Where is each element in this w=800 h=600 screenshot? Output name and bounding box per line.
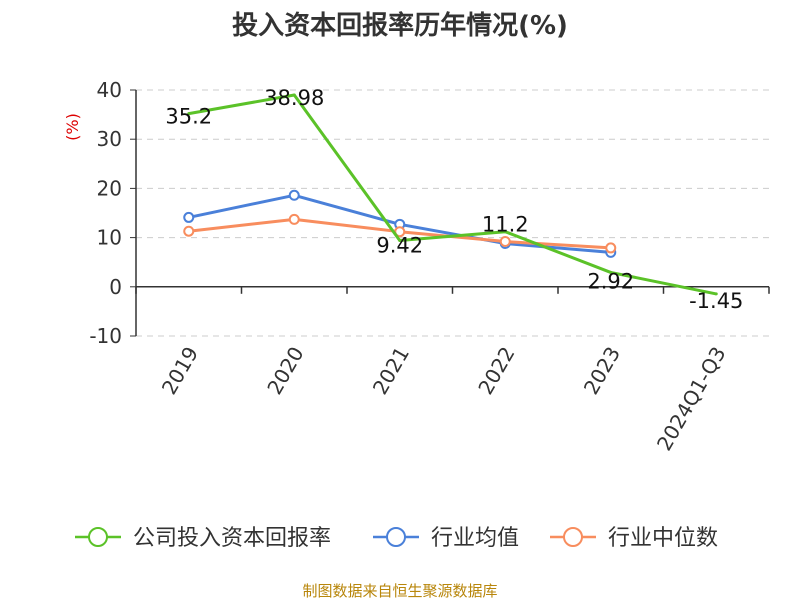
x-tick-label: 2024Q1-Q3 xyxy=(652,343,731,455)
legend-label: 行业均值 xyxy=(431,526,519,551)
legend-swatch-marker xyxy=(563,527,583,547)
y-tick-label: 0 xyxy=(109,275,122,299)
series-point xyxy=(398,238,402,242)
data-label: 38.98 xyxy=(264,86,324,110)
y-tick-label: 30 xyxy=(97,127,122,151)
series-point xyxy=(187,112,191,116)
chart-title: 投入资本回报率历年情况(%) xyxy=(232,10,568,41)
y-tick-label: 10 xyxy=(97,226,122,250)
x-tick-label: 2021 xyxy=(368,343,414,399)
series-point xyxy=(503,230,507,234)
legend-swatch-marker xyxy=(386,527,406,547)
y-axis-unit: (%) xyxy=(63,113,82,141)
legend-swatch-marker xyxy=(88,527,108,547)
y-tick-label: -10 xyxy=(89,324,122,348)
series-point xyxy=(183,211,195,223)
series-point xyxy=(183,225,195,237)
x-tick-label: 2020 xyxy=(262,343,308,399)
series-point xyxy=(288,189,300,201)
data-label: 11.2 xyxy=(482,213,529,237)
x-tick-label: 2022 xyxy=(473,343,519,399)
data-label: 35.2 xyxy=(165,105,212,129)
series-point xyxy=(714,292,718,296)
y-tick-label: 20 xyxy=(97,176,122,200)
data-label: 9.42 xyxy=(376,233,423,257)
data-label: -1.45 xyxy=(689,289,743,313)
legend: 公司投入资本回报率 行业均值 行业中位数 xyxy=(75,526,718,551)
series-line xyxy=(188,93,717,296)
plot-area: 35.2 38.98 9.42 11.2 2.92 -1.45 xyxy=(165,86,743,313)
y-tick-label: 40 xyxy=(97,78,122,102)
series-point xyxy=(609,270,613,274)
source-note: 制图数据来自恒生聚源数据库 xyxy=(302,582,497,600)
series-point xyxy=(288,213,300,225)
legend-label: 公司投入资本回报率 xyxy=(133,526,331,551)
series-point xyxy=(605,242,617,254)
y-axis-ticks: 40 30 20 10 0 -10 xyxy=(89,78,122,348)
data-label: 2.92 xyxy=(587,269,634,293)
x-axis-ticks: 2019 2020 2021 2022 2023 2024Q1-Q3 xyxy=(157,343,731,455)
legend-label: 行业中位数 xyxy=(608,526,718,551)
x-tick-label: 2019 xyxy=(157,343,203,399)
series-point xyxy=(499,236,511,248)
axes xyxy=(130,89,770,337)
x-tick-label: 2023 xyxy=(579,343,625,399)
grid-lines xyxy=(136,89,769,337)
series-point xyxy=(292,93,296,97)
